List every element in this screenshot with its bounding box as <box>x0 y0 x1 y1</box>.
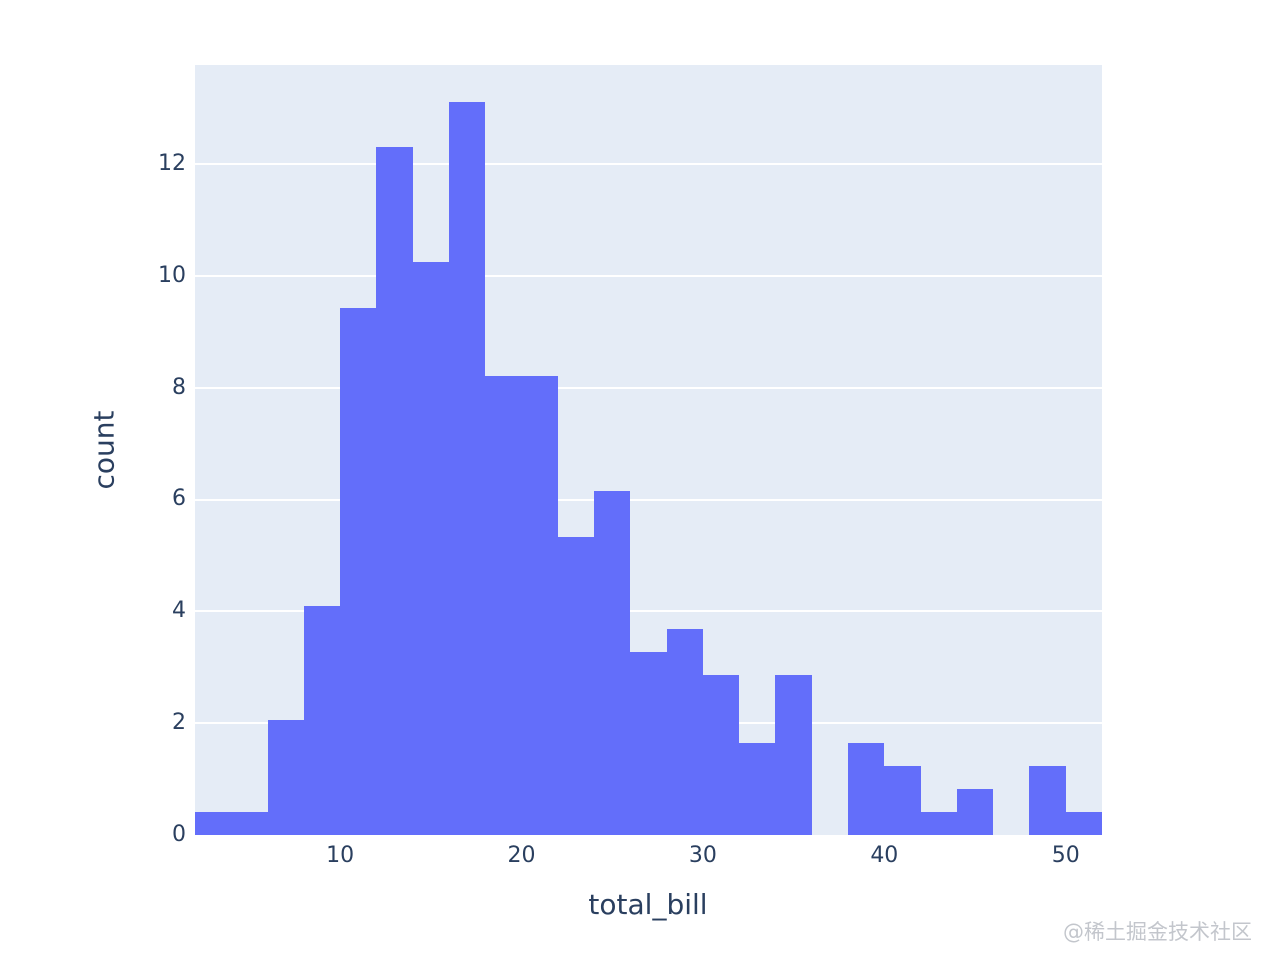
histogram-bar <box>739 743 776 835</box>
gridline-y-12 <box>195 162 1102 165</box>
histogram-bar <box>376 147 413 835</box>
x-tick-label-40: 40 <box>870 843 899 868</box>
gridline-y-8 <box>195 386 1102 389</box>
x-tick-label-30: 30 <box>688 843 717 868</box>
histogram-bar <box>485 376 522 835</box>
histogram-bar <box>448 101 486 835</box>
histogram-bar <box>231 812 268 835</box>
x-tick-label-20: 20 <box>507 843 536 868</box>
histogram-bar <box>557 536 595 835</box>
plot-area <box>195 65 1102 835</box>
y-tick-label-2: 2 <box>172 710 186 736</box>
histogram-bar <box>956 789 994 835</box>
histogram-bar <box>1065 812 1102 835</box>
x-tick-label-50: 50 <box>1051 843 1080 868</box>
y-tick-label-12: 12 <box>158 150 186 176</box>
histogram-bar <box>340 307 377 835</box>
y-tick-label-6: 6 <box>172 486 186 512</box>
y-tick-label-4: 4 <box>172 598 186 624</box>
gridline-y-6 <box>195 498 1102 501</box>
gridline-y-4 <box>195 610 1102 613</box>
x-tick-label-10: 10 <box>326 843 355 868</box>
y-tick-label-10: 10 <box>158 262 186 288</box>
histogram-bar <box>1029 766 1066 835</box>
histogram-bar <box>594 491 631 835</box>
y-axis-title: count <box>87 410 121 490</box>
histogram-bar <box>702 674 740 835</box>
histogram-bar <box>412 261 449 835</box>
histogram-bar <box>884 766 921 835</box>
histogram-bar <box>630 651 667 835</box>
x-axis-title: total_bill <box>588 888 708 921</box>
histogram-bar <box>521 376 558 835</box>
gridline-y-10 <box>195 274 1102 277</box>
y-tick-label-0: 0 <box>172 822 186 847</box>
histogram-bar <box>666 628 703 835</box>
histogram-bar <box>775 674 812 835</box>
histogram-bar <box>303 605 341 835</box>
y-tick-label-8: 8 <box>172 374 186 400</box>
histogram-bar <box>195 812 232 835</box>
histogram-bar <box>848 743 885 835</box>
histogram-bar <box>920 812 957 835</box>
histogram-bar <box>267 720 304 835</box>
watermark: @稀土掘金技术社区 <box>1063 920 1252 944</box>
